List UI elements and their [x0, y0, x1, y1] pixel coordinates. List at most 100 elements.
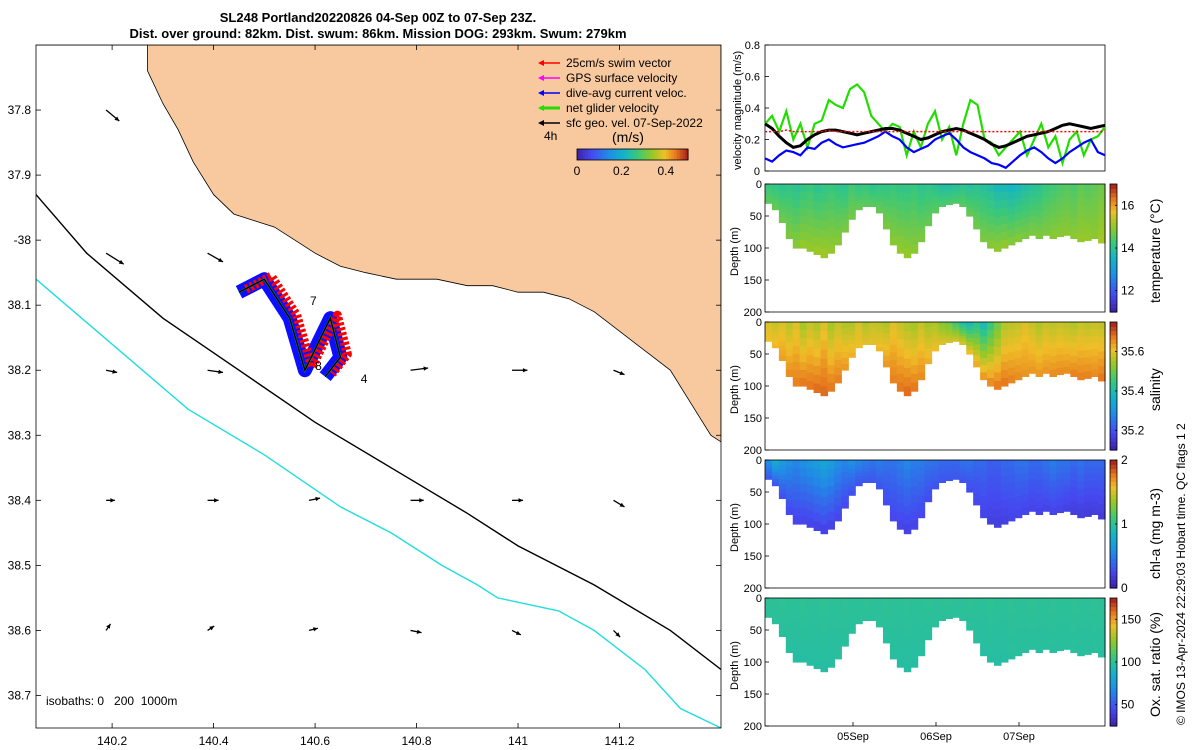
section-cell — [1084, 364, 1092, 372]
section-cell — [938, 471, 947, 475]
section-cell — [827, 192, 835, 202]
map-x-axis: 140.2 140.4 140.6 140.8 141 141.2 — [97, 45, 635, 748]
section-cell — [813, 366, 822, 376]
section-cell — [869, 609, 877, 613]
section-cell — [813, 659, 822, 669]
section-cell — [1070, 604, 1078, 613]
section-cell — [1056, 335, 1064, 343]
section-cell — [848, 460, 856, 465]
section-cell — [924, 470, 933, 477]
section-cell — [806, 648, 815, 658]
section-colorbar-cell — [1110, 549, 1117, 555]
section-cell — [980, 358, 988, 366]
section-cell — [765, 472, 773, 475]
section-cell — [1098, 612, 1106, 621]
section-cell — [841, 196, 849, 203]
section-cell — [848, 602, 856, 608]
section-cell — [889, 329, 898, 338]
section-cell — [813, 504, 822, 514]
section-cell — [931, 601, 940, 606]
section-cell — [993, 330, 1002, 340]
section-cell — [834, 636, 842, 645]
section-cell — [1014, 372, 1023, 381]
velocity-y-tick-label: 0 — [754, 166, 760, 178]
section-cell — [834, 651, 842, 660]
section-cell — [1070, 328, 1078, 337]
section-colorbar-tick-label: 35.6 — [1121, 345, 1145, 359]
legend-swatch-head — [538, 75, 544, 81]
section-cell — [1091, 211, 1099, 219]
section-cell — [966, 200, 974, 205]
section-cell — [931, 598, 940, 603]
section-cell — [855, 338, 863, 342]
section-cell — [966, 610, 974, 615]
section-cell — [1028, 354, 1037, 361]
section-cell — [903, 598, 912, 608]
section-cell — [910, 649, 919, 660]
section-cell — [834, 367, 842, 376]
section-y-tick-label: 0 — [756, 317, 762, 329]
section-colorbar-cell — [1110, 721, 1117, 727]
section-cell — [938, 609, 947, 613]
section-cell — [952, 607, 960, 611]
geo-vector-head — [615, 632, 621, 638]
section-cell — [1056, 229, 1064, 238]
section-cell — [806, 217, 815, 227]
section-cell — [1098, 235, 1106, 244]
speed-colorbar-cell — [577, 149, 581, 160]
section-cell — [1049, 322, 1058, 330]
section-colorbar-cell — [1110, 330, 1117, 336]
section-cell — [1007, 206, 1016, 215]
section-cell — [876, 187, 884, 192]
section-cell — [813, 330, 822, 341]
section-cell — [993, 355, 1002, 365]
section-colorbar-cell — [1110, 644, 1117, 650]
section-cell — [841, 190, 849, 197]
section-cell — [945, 201, 953, 206]
section-cell — [771, 331, 780, 336]
section-cell — [896, 382, 905, 392]
section-cell — [938, 327, 947, 331]
section-cell — [917, 641, 926, 649]
section-cell — [889, 613, 898, 622]
section-cell — [1014, 612, 1023, 621]
section-cell — [966, 472, 974, 477]
section-cell — [945, 477, 953, 482]
section-x-tick-label: 06Sep — [920, 731, 952, 743]
section-cell — [813, 633, 822, 643]
section-cell — [952, 476, 960, 480]
section-cell — [827, 330, 835, 340]
section-cell — [952, 336, 960, 340]
section-cell — [882, 471, 891, 478]
section-colorbar-cell — [1110, 282, 1117, 287]
section-colorbar-cell — [1110, 277, 1117, 283]
section-cell — [910, 511, 919, 522]
section-cell — [1091, 328, 1099, 337]
section-cell — [792, 338, 801, 347]
section-y-tick-label: 200 — [744, 721, 762, 733]
section-cell — [917, 481, 926, 490]
section-cell — [1021, 473, 1030, 481]
geo-vector-head — [619, 502, 625, 507]
speed-colorbar-cell — [685, 149, 689, 160]
section-cell — [917, 198, 926, 207]
section-colorbar-cell — [1110, 235, 1117, 241]
section-cell — [855, 614, 863, 618]
section-cell — [924, 332, 933, 339]
section-cell — [820, 358, 829, 369]
section-cell — [903, 469, 912, 479]
section-cell — [987, 516, 995, 525]
section-cell — [862, 184, 870, 188]
section-cell — [987, 354, 995, 363]
section-cell — [945, 615, 953, 620]
section-cell — [1035, 618, 1044, 626]
section-cell — [889, 636, 898, 645]
section-cell — [993, 322, 1002, 331]
section-cell — [1091, 604, 1099, 613]
section-cell — [945, 327, 953, 331]
section-cell — [987, 232, 995, 241]
section-cell — [1021, 638, 1030, 647]
speed-colorbar-cell — [599, 149, 603, 160]
section-cell — [765, 610, 773, 613]
section-cell — [1070, 460, 1078, 468]
